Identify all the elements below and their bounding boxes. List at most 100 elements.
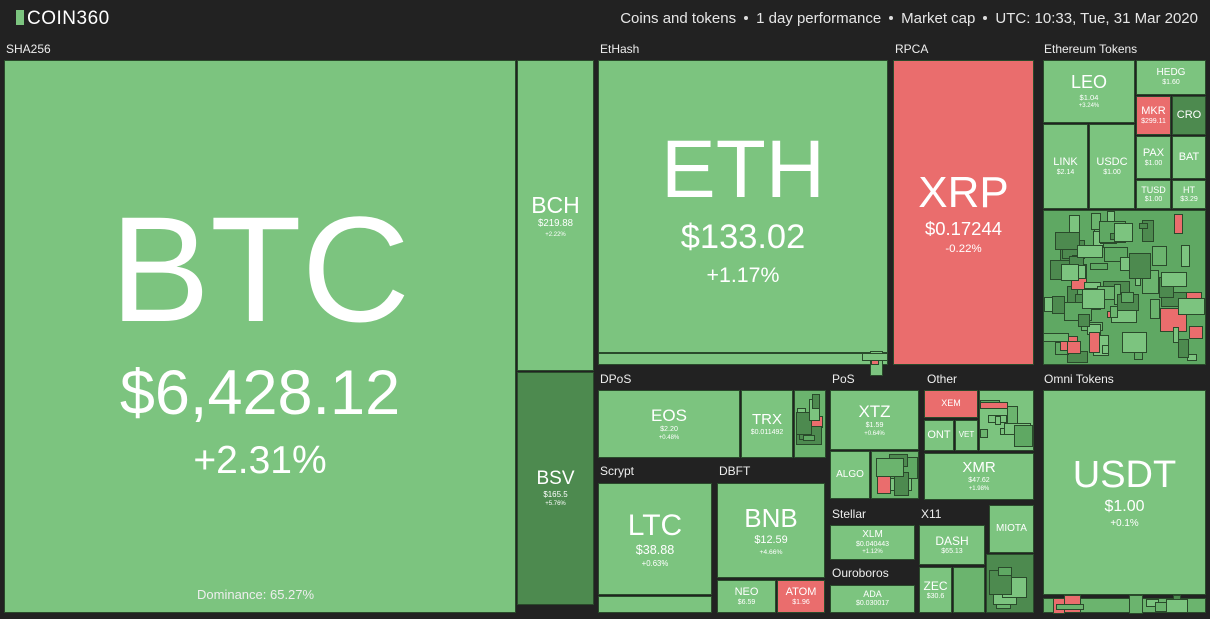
coin-tile[interactable]: LINK $2.14 bbox=[1043, 124, 1088, 209]
coin-price: $1.60 bbox=[1162, 79, 1180, 87]
mini-tile bbox=[1054, 232, 1081, 250]
coin-tile[interactable]: ZEC $30.6 bbox=[919, 567, 952, 613]
filter[interactable]: Coins and tokens bbox=[620, 10, 737, 27]
group-label[interactable]: RPCA bbox=[895, 42, 929, 56]
coin-tile[interactable]: MKR $299.11 bbox=[1136, 96, 1171, 135]
coin-symbol: ONT bbox=[927, 428, 951, 441]
coin-tile[interactable]: XRP $0.17244 -0.22% bbox=[893, 60, 1034, 365]
coin-tile[interactable]: HEDG $1.60 bbox=[1136, 60, 1206, 95]
coin-tile[interactable]: NEO $6.59 bbox=[717, 580, 776, 613]
group-label[interactable]: Scrypt bbox=[600, 464, 635, 478]
coin-price: $0.040443 bbox=[855, 540, 890, 548]
filter[interactable]: UTC: 10:33, Tue, 31 Mar 2020 bbox=[995, 10, 1198, 27]
separator bbox=[744, 16, 749, 20]
coin-tile[interactable]: BNB $12.59 +4.66% bbox=[717, 483, 825, 578]
mini-tile bbox=[1014, 425, 1033, 447]
coin-symbol: TRX bbox=[752, 410, 782, 428]
coin-tile[interactable]: ADA $0.030017 bbox=[830, 585, 915, 613]
coin-tile[interactable]: XLM $0.040443 +1.12% bbox=[830, 525, 915, 560]
coin-symbol: MKR bbox=[1141, 104, 1166, 117]
coin-tile[interactable]: TRX $0.011492 bbox=[741, 390, 793, 458]
group-label[interactable]: Omni Tokens bbox=[1044, 372, 1114, 386]
coin-tile[interactable]: XMR $47.62 +1.98% bbox=[924, 453, 1034, 500]
group-label[interactable]: Ouroboros bbox=[832, 566, 889, 580]
coin-price: $1.96 bbox=[792, 599, 810, 607]
coin-tile[interactable]: VET bbox=[955, 420, 978, 451]
coin-tile[interactable]: BTC $6,428.12 +2.31% bbox=[4, 60, 516, 613]
coin-tile[interactable]: USDC $1.00 bbox=[1089, 124, 1135, 209]
coin-symbol: MIOTA bbox=[996, 522, 1027, 534]
group-label[interactable]: Stellar bbox=[832, 507, 867, 521]
coin-symbol: EOS bbox=[651, 405, 687, 425]
coin-tile[interactable]: XTZ $1.59 +0.64% bbox=[830, 390, 919, 450]
filter[interactable]: Market cap bbox=[901, 10, 976, 27]
coin-tile[interactable]: CRO bbox=[1172, 96, 1206, 135]
filter[interactable]: 1 day performance bbox=[756, 10, 882, 27]
coin-price: $1.59 bbox=[865, 420, 884, 429]
mini-tile bbox=[1181, 245, 1190, 268]
coin-symbol: XLM bbox=[862, 528, 883, 540]
coin-symbol: XTZ bbox=[858, 401, 891, 421]
group-label[interactable]: SHA256 bbox=[6, 42, 51, 56]
coin-price: $6.59 bbox=[737, 599, 756, 607]
coin-symbol: USDT bbox=[1072, 453, 1177, 496]
logo[interactable]: COIN360 bbox=[16, 8, 110, 30]
coin-tile[interactable]: BSV $165.5 +5.76% bbox=[517, 372, 594, 605]
coin-symbol: LEO bbox=[1070, 72, 1108, 93]
coin-change: +2.22% bbox=[545, 231, 566, 238]
mini-tile bbox=[1188, 325, 1203, 339]
mini-tile bbox=[802, 434, 816, 441]
coin-tile[interactable]: MIOTA bbox=[989, 505, 1034, 553]
mini-tile bbox=[1066, 341, 1081, 354]
group-label[interactable]: Ethereum Tokens bbox=[1044, 42, 1138, 56]
coin-symbol: LTC bbox=[627, 508, 683, 542]
coin-price: $0.030017 bbox=[855, 600, 890, 608]
mini-tile bbox=[979, 402, 1008, 409]
coin-tile[interactable]: BCH $219.88 +2.22% bbox=[517, 60, 594, 371]
mini-tile bbox=[1173, 326, 1180, 344]
coin-symbol: BAT bbox=[1178, 150, 1200, 163]
coin-tile[interactable]: HT $3.29 bbox=[1172, 180, 1206, 209]
group-label[interactable]: DPoS bbox=[600, 372, 632, 386]
mini-tile bbox=[876, 458, 904, 477]
coin-tile[interactable]: TUSD $1.00 bbox=[1136, 180, 1171, 209]
group-label[interactable]: X11 bbox=[921, 507, 942, 521]
coin-change: +4.66% bbox=[759, 548, 783, 556]
coin-tile[interactable]: BAT bbox=[1172, 136, 1206, 179]
coin-tile[interactable]: XEM bbox=[924, 390, 978, 418]
coin-tile[interactable]: PAX $1.00 bbox=[1136, 136, 1171, 179]
coin-price: $0.17244 bbox=[924, 218, 1003, 240]
coin-symbol: BNB bbox=[744, 503, 798, 534]
mini-tile bbox=[1128, 594, 1143, 615]
coin-price: $133.02 bbox=[680, 218, 806, 257]
coin-price: $3.29 bbox=[1180, 195, 1198, 203]
coin-tile[interactable]: LTC $38.88 +0.63% bbox=[598, 483, 712, 595]
coin-tile[interactable]: ATOM $1.96 bbox=[777, 580, 825, 613]
coin-symbol: HEDG bbox=[1156, 67, 1186, 79]
mini-tile bbox=[1129, 253, 1151, 279]
coin-tile[interactable]: USDT $1.00 +0.1% bbox=[1043, 390, 1206, 595]
coin-change: +1.12% bbox=[862, 549, 883, 556]
coin-tile[interactable]: DASH $65.13 bbox=[919, 525, 985, 565]
mini-tile bbox=[953, 567, 985, 613]
coin-change: +1.98% bbox=[968, 486, 990, 493]
mini-tile bbox=[811, 393, 821, 409]
coin-symbol: BCH bbox=[531, 192, 580, 219]
coin-change: +0.48% bbox=[658, 435, 680, 442]
coin-price: $1.00 bbox=[1103, 169, 1121, 177]
group-label[interactable]: PoS bbox=[832, 372, 855, 386]
group-label[interactable]: EtHash bbox=[600, 42, 640, 56]
coin-change: -0.22% bbox=[945, 243, 982, 256]
mini-tile bbox=[1052, 296, 1066, 315]
mini-tile bbox=[1077, 244, 1103, 258]
coin-symbol: VET bbox=[958, 430, 975, 440]
group-label[interactable]: DBFT bbox=[719, 464, 751, 478]
coin-tile[interactable]: ONT bbox=[924, 420, 954, 451]
coin-tile[interactable]: ETH $133.02 +1.17% bbox=[598, 60, 888, 353]
coin-tile[interactable]: LEO $1.04 +3.24% bbox=[1043, 60, 1135, 123]
group-label[interactable]: Other bbox=[927, 372, 958, 386]
coin-tile[interactable]: ALGO bbox=[830, 451, 870, 499]
coin-symbol: HT bbox=[1183, 184, 1195, 195]
mini-tile bbox=[1091, 212, 1102, 230]
coin-tile[interactable]: EOS $2.20 +0.48% bbox=[598, 390, 740, 458]
